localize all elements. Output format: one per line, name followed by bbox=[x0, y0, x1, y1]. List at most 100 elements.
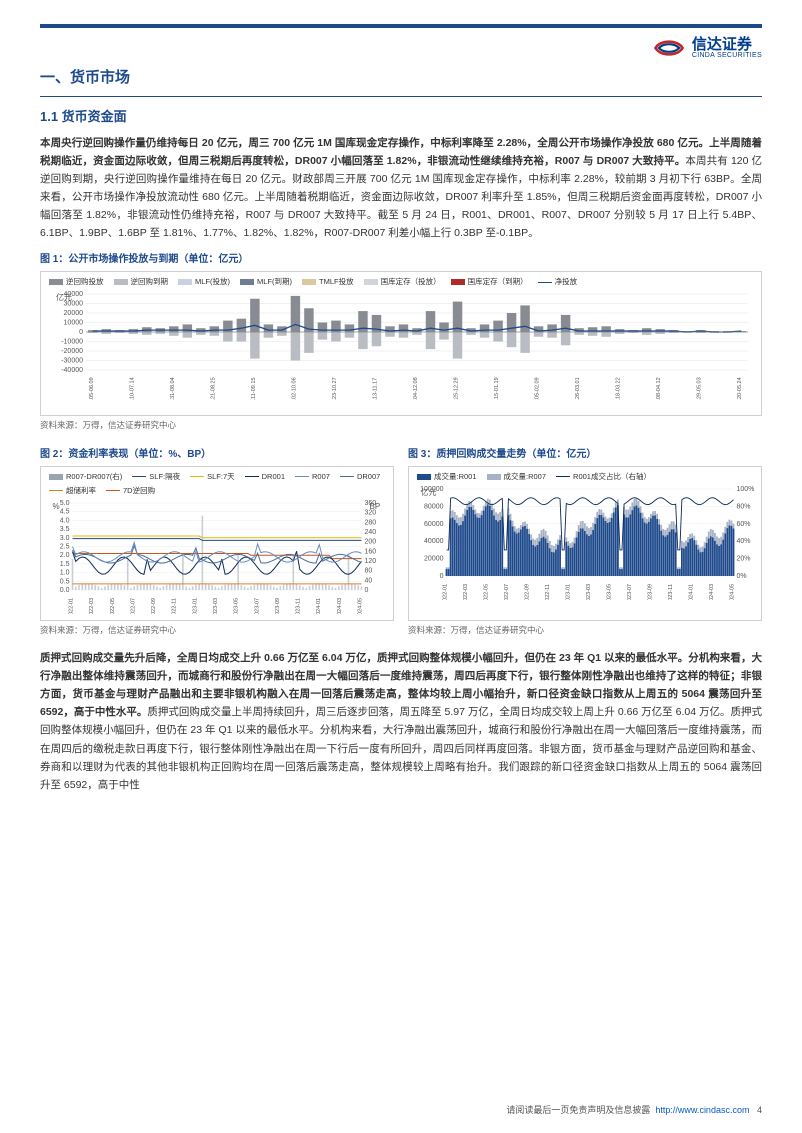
svg-text:2023-09: 2023-09 bbox=[648, 584, 654, 600]
svg-text:100%: 100% bbox=[737, 486, 755, 493]
fig3-svg: 亿元0200004000060000800001000000%20%40%60%… bbox=[409, 485, 761, 600]
svg-text:40000: 40000 bbox=[64, 291, 84, 298]
svg-text:02.26-03.01: 02.26-03.01 bbox=[575, 377, 581, 400]
svg-text:04.29-05.03: 04.29-05.03 bbox=[697, 377, 703, 400]
svg-text:2024-01: 2024-01 bbox=[316, 598, 322, 614]
fig1-source: 资料来源：万得，信达证券研究中心 bbox=[40, 419, 762, 433]
svg-text:30000: 30000 bbox=[64, 301, 84, 308]
svg-text:2022-05: 2022-05 bbox=[484, 584, 490, 600]
svg-text:2023-03: 2023-03 bbox=[213, 598, 219, 614]
svg-text:0.0: 0.0 bbox=[60, 587, 70, 594]
fig1-legend: 逆回购投放逆回购到期MLF(投放)MLF(到期)TMLF投放国库定存（投放）国库… bbox=[41, 272, 761, 290]
svg-text:40000: 40000 bbox=[424, 538, 444, 545]
svg-text:4.0: 4.0 bbox=[60, 517, 70, 524]
svg-text:360: 360 bbox=[365, 500, 377, 507]
svg-text:2022-09: 2022-09 bbox=[525, 584, 531, 600]
paragraph-2: 质押式回购成交量先升后降，全周日均成交上升 0.66 万亿至 6.04 万亿，质… bbox=[40, 649, 762, 793]
brand-name-cn: 信达证券 bbox=[692, 37, 762, 52]
svg-text:10.02-10.06: 10.02-10.06 bbox=[291, 377, 297, 400]
para1-rest: 本周共有 120 亿逆回购到期，央行逆回购操作量维持在每日 20 亿元。财政部周… bbox=[40, 155, 762, 239]
svg-text:100000: 100000 bbox=[420, 486, 443, 493]
svg-text:0.5: 0.5 bbox=[60, 578, 70, 585]
svg-text:12.04-12.08: 12.04-12.08 bbox=[413, 377, 419, 400]
svg-text:12.25-12.29: 12.25-12.29 bbox=[454, 377, 460, 400]
fig2-svg: %BP0.00.51.01.52.02.53.03.54.04.55.00408… bbox=[41, 499, 393, 614]
fig3-title: 图 3：质押回购成交量走势（单位：亿元） bbox=[408, 447, 762, 463]
svg-text:06.05-06.09: 06.05-06.09 bbox=[89, 377, 95, 400]
svg-text:11.13-11.17: 11.13-11.17 bbox=[372, 378, 378, 400]
svg-text:03.18-03.22: 03.18-03.22 bbox=[616, 377, 622, 400]
footer-text: 请阅读最后一页免责声明及信息披露 bbox=[506, 1105, 650, 1115]
svg-text:2024-03: 2024-03 bbox=[709, 584, 715, 600]
svg-text:2023-03: 2023-03 bbox=[586, 584, 592, 600]
svg-text:2024-03: 2024-03 bbox=[337, 598, 343, 614]
svg-text:08.21-08.25: 08.21-08.25 bbox=[210, 377, 216, 400]
svg-text:07.31-08.04: 07.31-08.04 bbox=[170, 377, 176, 400]
svg-text:120: 120 bbox=[365, 558, 377, 565]
footer-page: 4 bbox=[757, 1105, 762, 1115]
svg-text:240: 240 bbox=[365, 529, 377, 536]
svg-text:2022-01: 2022-01 bbox=[69, 598, 75, 614]
svg-text:80%: 80% bbox=[737, 503, 751, 510]
svg-text:2022-05: 2022-05 bbox=[110, 598, 116, 614]
fig2-source: 资料来源：万得，信达证券研究中心 bbox=[40, 624, 394, 638]
svg-text:2022-07: 2022-07 bbox=[504, 584, 510, 600]
svg-text:2022-11: 2022-11 bbox=[172, 598, 178, 614]
para2-rest: 质押式回购成交量上半周持续回升，周三后逐步回落，周五降至 5.97 万亿，全周日… bbox=[40, 706, 762, 790]
svg-text:2023-07: 2023-07 bbox=[254, 598, 260, 614]
svg-text:20000: 20000 bbox=[424, 555, 444, 562]
svg-text:2024-01: 2024-01 bbox=[689, 584, 695, 600]
svg-text:-10000: -10000 bbox=[61, 339, 83, 346]
svg-text:80000: 80000 bbox=[424, 503, 444, 510]
svg-text:2023-05: 2023-05 bbox=[607, 584, 613, 600]
para1-bold: 本周央行逆回购操作量仍维持每日 20 亿元，周三 700 亿元 1M 国库现金定… bbox=[40, 137, 762, 167]
svg-text:80: 80 bbox=[365, 567, 373, 574]
svg-text:2024-05: 2024-05 bbox=[358, 598, 364, 614]
svg-text:1.5: 1.5 bbox=[60, 561, 70, 568]
svg-text:01.15-01.19: 01.15-01.19 bbox=[494, 377, 500, 400]
svg-text:0: 0 bbox=[365, 587, 369, 594]
brand-name-en: CINDA SECURITIES bbox=[692, 52, 762, 59]
svg-text:2022-07: 2022-07 bbox=[130, 598, 136, 614]
svg-text:2022-09: 2022-09 bbox=[151, 598, 157, 614]
svg-text:200: 200 bbox=[365, 538, 377, 545]
svg-text:5.0: 5.0 bbox=[60, 500, 70, 507]
svg-text:02.05-02.09: 02.05-02.09 bbox=[535, 377, 541, 400]
svg-text:2023-01: 2023-01 bbox=[192, 598, 198, 614]
svg-text:2023-07: 2023-07 bbox=[627, 584, 633, 600]
footer-url: http://www.cindasc.com bbox=[655, 1105, 749, 1115]
svg-text:2024-05: 2024-05 bbox=[730, 584, 736, 600]
svg-text:280: 280 bbox=[365, 519, 377, 526]
svg-text:2022-03: 2022-03 bbox=[89, 598, 95, 614]
svg-text:2023-11: 2023-11 bbox=[296, 598, 302, 614]
svg-text:-30000: -30000 bbox=[61, 358, 83, 365]
svg-text:-40000: -40000 bbox=[61, 367, 83, 374]
svg-text:20000: 20000 bbox=[64, 310, 84, 317]
svg-text:2022-01: 2022-01 bbox=[443, 584, 449, 600]
svg-text:20%: 20% bbox=[737, 555, 751, 562]
fig3-chart: 成交量:R001成交量:R007R001成交占比（右轴） 亿元020000400… bbox=[408, 466, 762, 621]
section-heading-2: 1.1 货币资金面 bbox=[40, 107, 762, 128]
header-logo-row: 信达证券 CINDA SECURITIES bbox=[40, 36, 762, 60]
section-heading-1: 一、货币市场 bbox=[40, 66, 762, 90]
fig2-title: 图 2：资金利率表现（单位：%、BP） bbox=[40, 447, 394, 463]
svg-text:3.5: 3.5 bbox=[60, 526, 70, 533]
page-footer: 请阅读最后一页免责声明及信息披露 http://www.cindasc.com … bbox=[506, 1103, 762, 1117]
svg-text:07.10-07.14: 07.10-07.14 bbox=[129, 377, 135, 400]
svg-text:05.20-05.24: 05.20-05.24 bbox=[737, 377, 743, 400]
svg-text:40%: 40% bbox=[737, 538, 751, 545]
svg-text:4.5: 4.5 bbox=[60, 508, 70, 515]
fig1-chart: 逆回购投放逆回购到期MLF(投放)MLF(到期)TMLF投放国库定存（投放）国库… bbox=[40, 271, 762, 416]
svg-text:2022-11: 2022-11 bbox=[545, 584, 551, 600]
svg-text:10.23-10.27: 10.23-10.27 bbox=[332, 377, 338, 400]
svg-text:320: 320 bbox=[365, 509, 377, 516]
svg-text:-20000: -20000 bbox=[61, 348, 83, 355]
heading-underline bbox=[40, 96, 762, 97]
svg-text:3.0: 3.0 bbox=[60, 534, 70, 541]
svg-text:60%: 60% bbox=[737, 520, 751, 527]
svg-text:1.0: 1.0 bbox=[60, 569, 70, 576]
svg-text:0: 0 bbox=[440, 573, 444, 580]
paragraph-1: 本周央行逆回购操作量仍维持每日 20 亿元，周三 700 亿元 1M 国库现金定… bbox=[40, 134, 762, 242]
brand-logo: 信达证券 CINDA SECURITIES bbox=[652, 36, 762, 60]
svg-text:2023-01: 2023-01 bbox=[566, 584, 572, 600]
